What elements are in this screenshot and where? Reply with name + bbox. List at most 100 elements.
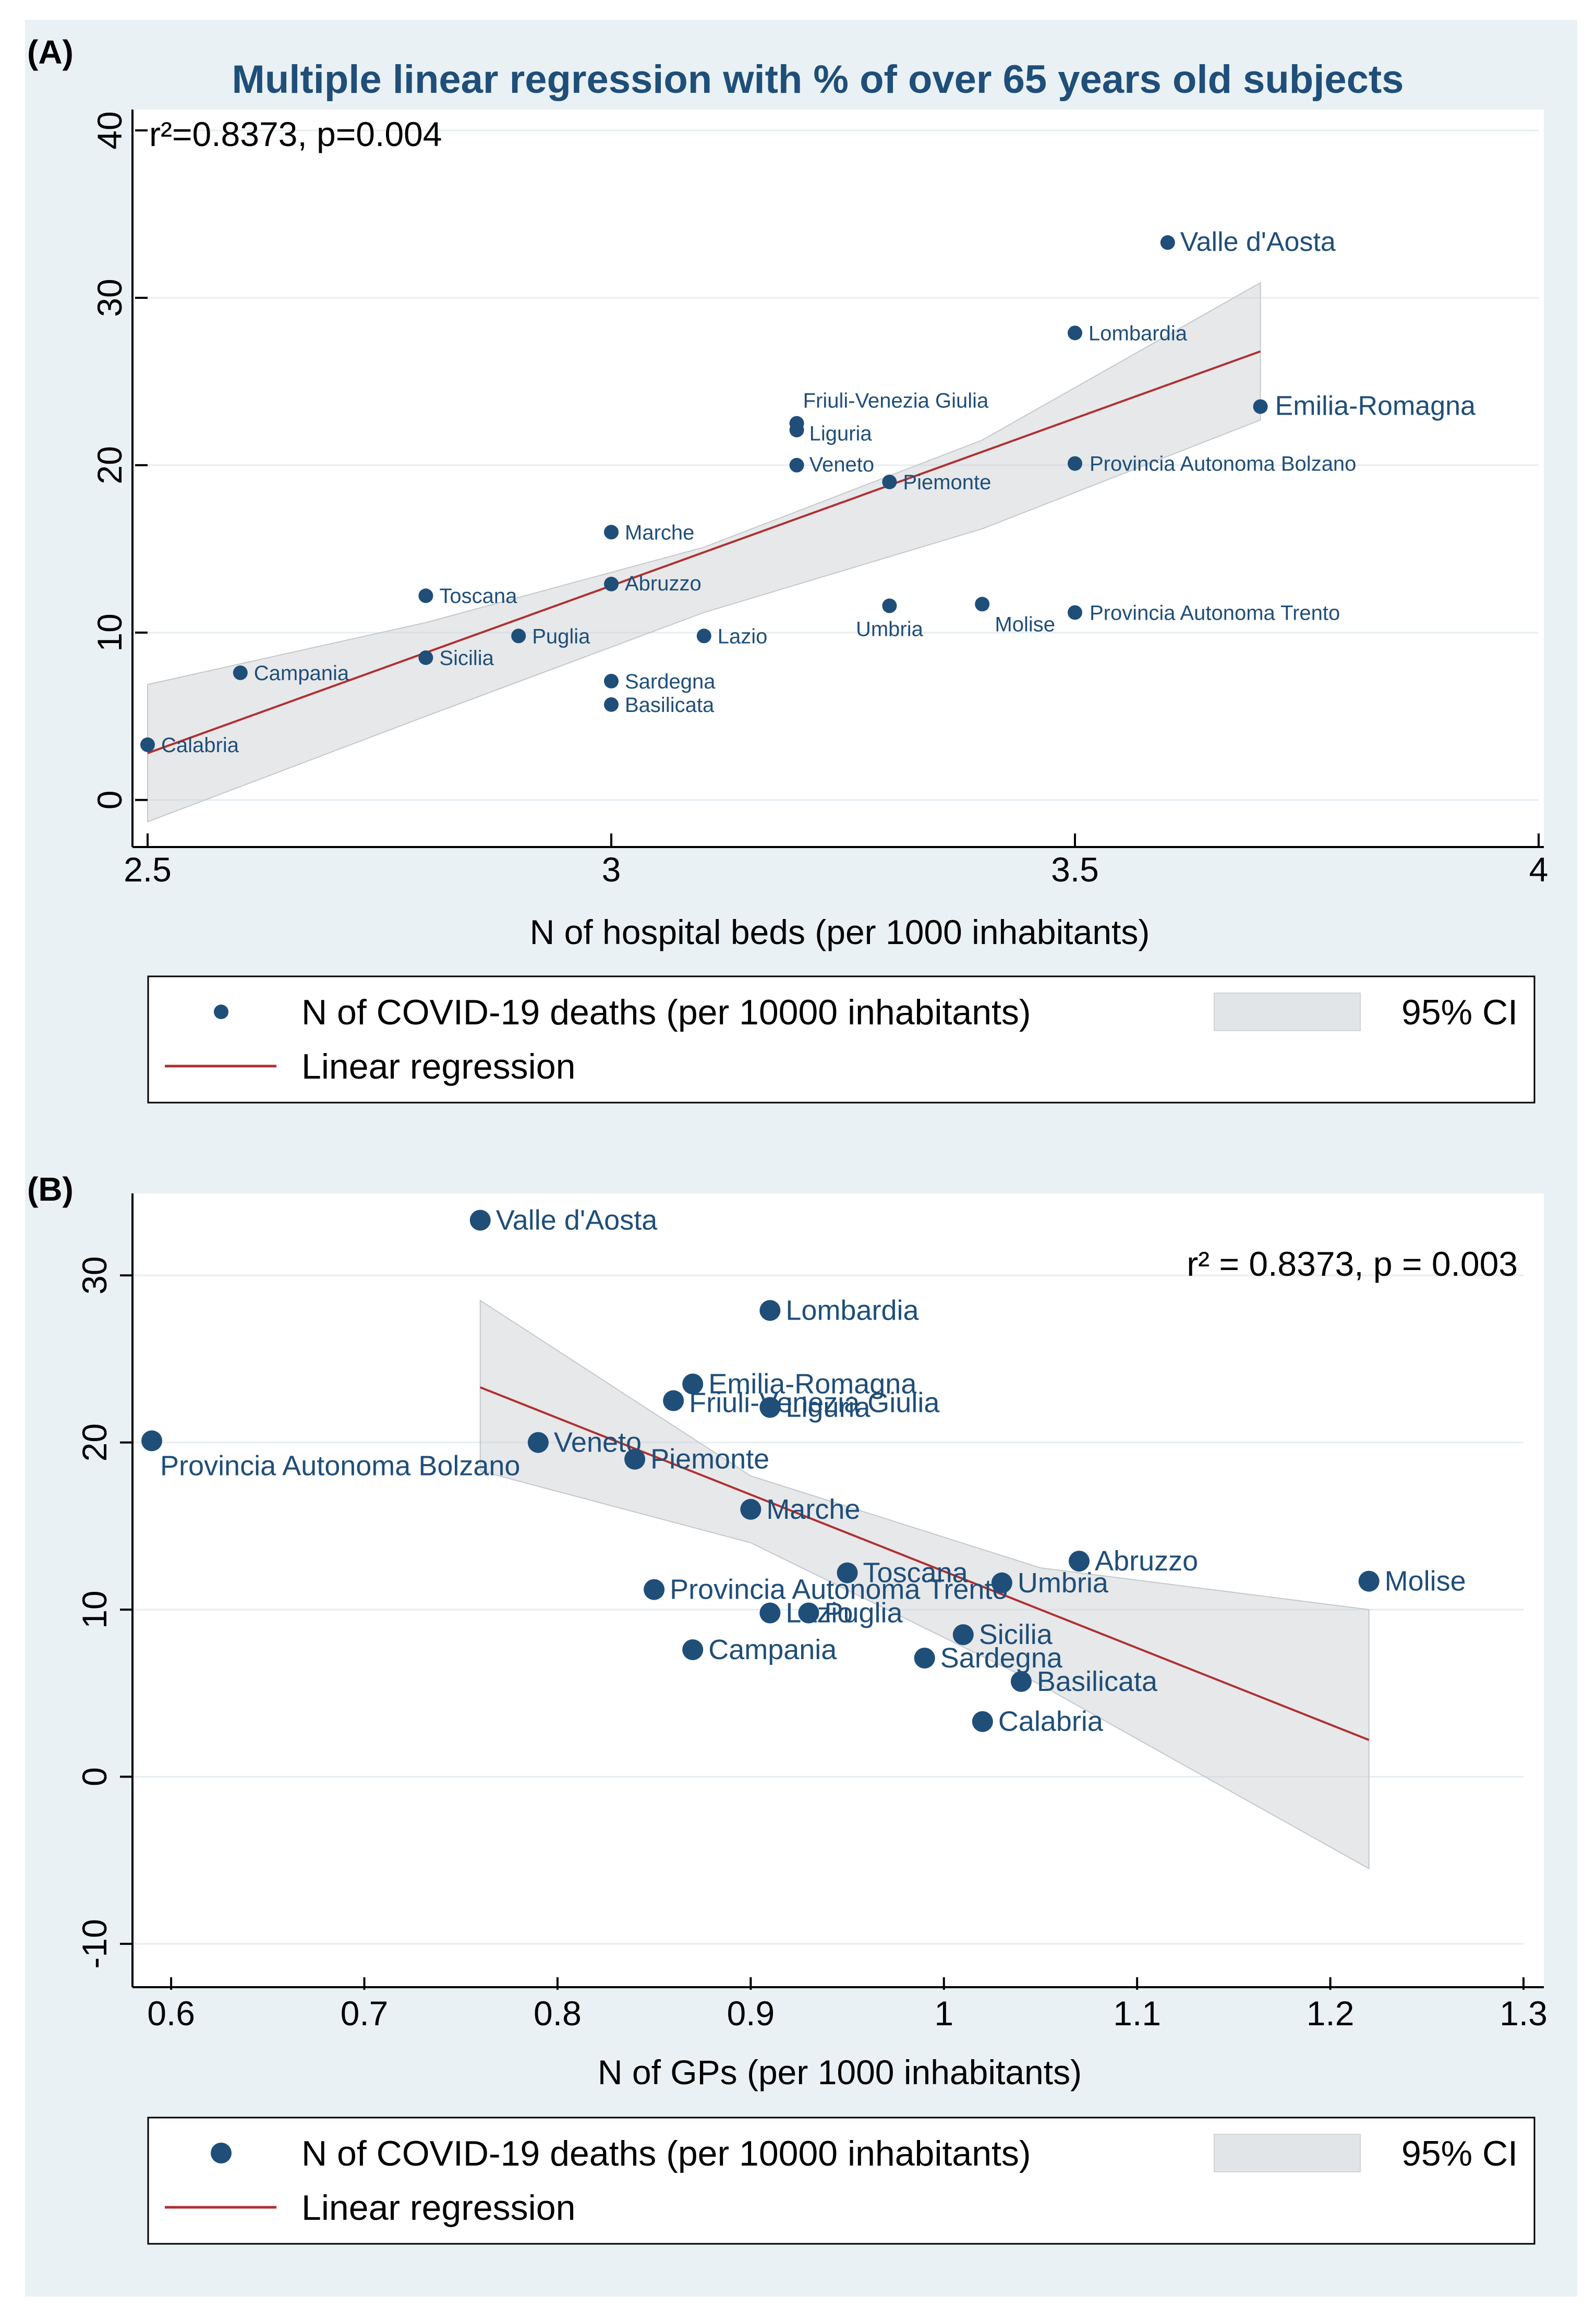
point-lazio — [696, 628, 711, 644]
point-label-lombardia: Lombardia — [785, 1295, 919, 1326]
panel-a-legend-ci-swatch — [1214, 993, 1361, 1031]
point-toscana — [837, 1562, 858, 1583]
y-tick-label-0: 0 — [90, 790, 129, 809]
x-tick-label-7: 1.3 — [1500, 1994, 1547, 2033]
point-label-molise: Molise — [995, 613, 1055, 636]
x-tick-label-5: 1.1 — [1113, 1994, 1161, 2033]
panel-a-x-ticks: 2.5 3 3.5 4 — [124, 833, 1548, 889]
panel-a-gridlines — [148, 129, 1539, 801]
y-tick-label-3: 20 — [75, 1423, 114, 1461]
point-lombardia — [1068, 325, 1082, 341]
point-calabria — [972, 1711, 993, 1732]
point-label-liguria: Liguria — [785, 1392, 870, 1423]
point-puglia — [511, 628, 526, 644]
point-label-sicilia: Sicilia — [439, 647, 494, 670]
panel-a-legend-point-marker — [214, 1005, 228, 1019]
point-label-molise: Molise — [1385, 1566, 1466, 1597]
point-label-liguria: Liguria — [809, 422, 873, 445]
point-label-abruzzo: Abruzzo — [1095, 1545, 1198, 1577]
point-veneto — [527, 1432, 549, 1453]
point-umbria — [882, 598, 897, 613]
point-sardegna — [604, 673, 619, 688]
panel-a-legend-ci-label: 95% CI — [1401, 993, 1518, 1032]
point-label-provincia-autonoma-trento: Provincia Autonoma Trento — [670, 1574, 1008, 1605]
x-tick-label-2: 0.8 — [534, 1994, 582, 2033]
point-provincia-autonoma-trento — [644, 1579, 665, 1600]
panel-b-legend: N of COVID-19 deaths (per 10000 inhabita… — [147, 2117, 1535, 2245]
y-tick-label-4: 40 — [90, 111, 129, 149]
point-label-provincia-autonoma-trento: Provincia Autonoma Trento — [1090, 601, 1340, 624]
panel-b: (B) Valle d'Aosta Lombardia Emilia-Romagna… — [27, 1170, 1547, 2245]
point-emilia-romagna — [682, 1373, 704, 1395]
point-label-sardegna: Sardegna — [940, 1642, 1063, 1674]
point-label-friuli-venezia-giulia: Friuli-Venezia Giulia — [689, 1387, 940, 1419]
point-label-campania: Campania — [708, 1634, 837, 1665]
x-tick-label-3: 0.9 — [727, 1994, 775, 2033]
point-label-provincia-autonoma-bolzano: Provincia Autonoma Bolzano — [1090, 453, 1356, 476]
panel-b-legend-ci-swatch — [1214, 2134, 1361, 2172]
point-label-veneto: Veneto — [554, 1427, 642, 1458]
panel-a-points — [140, 235, 1268, 752]
y-tick-label-1: 0 — [75, 1767, 114, 1786]
point-provincia-autonoma-trento — [1068, 605, 1082, 620]
panel-b-x-ticks: 0.6 0.7 0.8 0.9 1 1.1 1.2 1.3 — [147, 1977, 1547, 2033]
point-molise — [1358, 1570, 1380, 1592]
point-label-marche: Marche — [766, 1494, 860, 1525]
point-piemonte — [882, 475, 897, 489]
point-label-veneto: Veneto — [809, 453, 875, 476]
point-liguria — [789, 422, 804, 438]
x-tick-label-1: 3 — [602, 850, 621, 889]
point-label-lombardia: Lombardia — [1089, 322, 1188, 345]
y-tick-label-0: -10 — [75, 1919, 114, 1968]
point-label-calabria: Calabria — [161, 734, 239, 757]
point-veneto — [789, 457, 804, 473]
point-valle-d-aosta — [1160, 235, 1175, 250]
point-basilicata — [1010, 1671, 1032, 1692]
point-label-piemonte: Piemonte — [903, 471, 991, 494]
point-label-sardegna: Sardegna — [625, 670, 716, 693]
panel-a-legend-line-label: Linear regression — [301, 1047, 575, 1086]
point-label-lazio: Lazio — [718, 625, 768, 648]
point-label-emilia-romagna: Emilia-Romagna — [708, 1368, 917, 1399]
panel-b-plot-area — [132, 1193, 1544, 1987]
point-sicilia — [418, 650, 433, 665]
panel-a-legend-points-label: N of COVID-19 deaths (per 10000 inhabita… — [301, 993, 1031, 1032]
point-toscana — [418, 588, 433, 603]
point-campania — [233, 665, 248, 680]
point-label-friuli-venezia-giulia: Friuli-Venezia Giulia — [803, 390, 989, 413]
point-abruzzo — [1069, 1551, 1090, 1572]
point-label-basilicata: Basilicata — [625, 694, 715, 717]
point-label-provincia-autonoma-bolzano: Provincia Autonoma Bolzano — [160, 1450, 520, 1481]
point-label-marche: Marche — [625, 521, 694, 544]
point-basilicata — [604, 697, 619, 712]
panel-a-point-labels: Valle d'Aosta Lombardia Emilia-Romagna Friu… — [161, 227, 1476, 757]
point-label-emilia-romagna: Emilia-Romagna — [1275, 391, 1476, 421]
point-label-valle-d-aosta: Valle d'Aosta — [1180, 227, 1336, 257]
point-label-umbria: Umbria — [856, 618, 924, 641]
y-tick-label-2: 10 — [75, 1590, 114, 1628]
point-provincia-autonoma-bolzano — [1068, 456, 1082, 471]
y-tick-label-1: 10 — [90, 613, 129, 651]
panel-b-y-ticks: -10 0 10 20 30 — [75, 1256, 132, 1969]
point-label-piemonte: Piemonte — [650, 1444, 769, 1475]
panel-a-legend: N of COVID-19 deaths (per 10000 inhabita… — [147, 975, 1535, 1104]
panel-a-stat-text: r²=0.8373, p=0.004 — [149, 115, 442, 153]
point-label-toscana: Toscana — [439, 585, 517, 608]
point-marche — [604, 525, 619, 540]
point-liguria — [759, 1397, 781, 1418]
y-tick-label-4: 30 — [75, 1256, 114, 1295]
panel-a: (A) Multiple linear regression with % of… — [27, 33, 1548, 1104]
panel-b-ci-band — [479, 1299, 1370, 1870]
panel-b-gridlines — [132, 1274, 1524, 1945]
point-label-calabria: Calabria — [998, 1706, 1104, 1737]
y-tick-label-2: 20 — [90, 446, 129, 484]
point-campania — [682, 1639, 704, 1660]
point-marche — [740, 1498, 761, 1520]
point-friuli-venezia-giulia — [663, 1390, 684, 1411]
point-sardegna — [914, 1647, 935, 1669]
point-label-campania: Campania — [254, 662, 349, 685]
panel-a-y-ticks: 0 10 20 30 40 — [90, 111, 148, 809]
point-umbria — [991, 1572, 1012, 1593]
point-label-umbria: Umbria — [1018, 1567, 1109, 1599]
